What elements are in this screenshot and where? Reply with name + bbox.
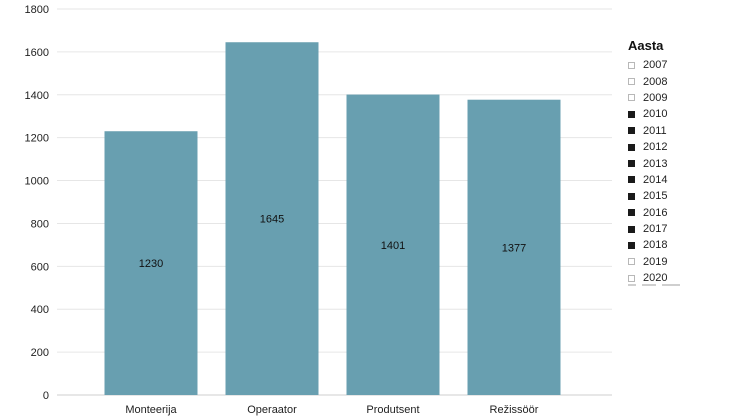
y-tick-label: 1800 [25, 4, 49, 16]
checkbox-checked-icon[interactable] [628, 176, 635, 184]
legend-items: 2007 2008 2009 2010 2011 2012 2013 2014 2015 2016… [628, 57, 738, 286]
y-tick-label: 1000 [25, 176, 49, 188]
legend-item-label: 2008 [643, 75, 668, 88]
bar-value-label: 1377 [502, 242, 526, 254]
legend: Aasta 2007 2008 2009 2010 2011 2012 2013 2014 20… [628, 38, 738, 286]
legend-item-label: 2013 [643, 157, 668, 170]
legend-item[interactable]: 2019 [628, 254, 738, 270]
legend-item-label: 2018 [643, 239, 668, 252]
bar-value-label: 1645 [260, 214, 284, 226]
legend-item[interactable]: 2017 [628, 221, 738, 237]
x-category-label: Režissöör [490, 404, 539, 416]
checkbox-checked-icon[interactable] [628, 192, 635, 200]
legend-item-label: 2016 [643, 206, 668, 219]
bars [104, 42, 561, 396]
checkbox-unchecked-icon[interactable] [628, 78, 635, 86]
y-tick-label: 0 [43, 390, 49, 402]
bar-chart: 0 200 400 600 800 1000 1200 1400 1600 1800 Montee… [25, 4, 612, 416]
legend-item-label: 2011 [643, 124, 667, 137]
legend-item-label: 2020 [643, 272, 668, 285]
checkbox-checked-icon[interactable] [628, 143, 635, 151]
y-tick-label: 1600 [25, 47, 49, 59]
legend-item-label: 2017 [643, 223, 668, 236]
legend-item-label: 2010 [643, 108, 668, 121]
legend-item-label: 2009 [643, 91, 668, 104]
legend-item[interactable]: 2015 [628, 188, 738, 204]
bar-value-label: 1230 [139, 258, 163, 270]
checkbox-checked-icon[interactable] [628, 225, 635, 233]
legend-item[interactable]: 2013 [628, 155, 738, 171]
legend-item[interactable]: 2011 [628, 123, 738, 139]
legend-item-label: 2012 [643, 141, 668, 154]
y-tick-label: 600 [31, 261, 49, 273]
x-axis-category-labels: Monteerija Operaator Produtsent Režissöör [125, 404, 538, 416]
checkbox-checked-icon[interactable] [628, 110, 635, 118]
legend-item[interactable]: 2010 [628, 106, 738, 122]
legend-item[interactable]: 2008 [628, 73, 738, 89]
checkbox-checked-icon[interactable] [628, 209, 635, 217]
bar-data-labels: 1230 1645 1401 1377 [139, 214, 526, 270]
legend-item[interactable]: 2018 [628, 237, 738, 253]
y-tick-label: 1200 [25, 133, 49, 145]
legend-item[interactable]: 2007 [628, 57, 738, 73]
checkbox-unchecked-icon[interactable] [628, 94, 635, 102]
checkbox-checked-icon[interactable] [628, 127, 635, 135]
legend-scroll-overflow [628, 284, 688, 288]
y-tick-label: 200 [31, 347, 49, 359]
legend-item[interactable]: 2016 [628, 205, 738, 221]
legend-item-label: 2019 [643, 255, 668, 268]
legend-item-label: 2014 [643, 173, 668, 186]
checkbox-unchecked-icon[interactable] [628, 258, 635, 266]
bar-value-label: 1401 [381, 240, 405, 252]
x-category-label: Operaator [247, 404, 297, 416]
legend-item[interactable]: 2020 [628, 270, 738, 286]
bar[interactable] [467, 99, 561, 396]
bar[interactable] [225, 42, 319, 395]
x-category-label: Produtsent [366, 404, 419, 416]
y-axis-tick-labels: 0 200 400 600 800 1000 1200 1400 1600 1800 [25, 4, 49, 402]
legend-item[interactable]: 2012 [628, 139, 738, 155]
checkbox-checked-icon[interactable] [628, 241, 635, 249]
checkbox-unchecked-icon[interactable] [628, 61, 635, 69]
x-category-label: Monteerija [125, 404, 177, 416]
legend-title: Aasta [628, 38, 664, 53]
y-tick-label: 1400 [25, 90, 49, 102]
legend-item-label: 2007 [643, 59, 668, 72]
checkbox-checked-icon[interactable] [628, 160, 635, 168]
legend-item[interactable]: 2014 [628, 172, 738, 188]
bar[interactable] [104, 131, 198, 395]
checkbox-unchecked-icon[interactable] [628, 274, 635, 282]
legend-item-label: 2015 [643, 190, 668, 203]
y-tick-label: 400 [31, 304, 49, 316]
bar[interactable] [346, 94, 440, 396]
legend-item[interactable]: 2009 [628, 90, 738, 106]
y-tick-label: 800 [31, 218, 49, 230]
